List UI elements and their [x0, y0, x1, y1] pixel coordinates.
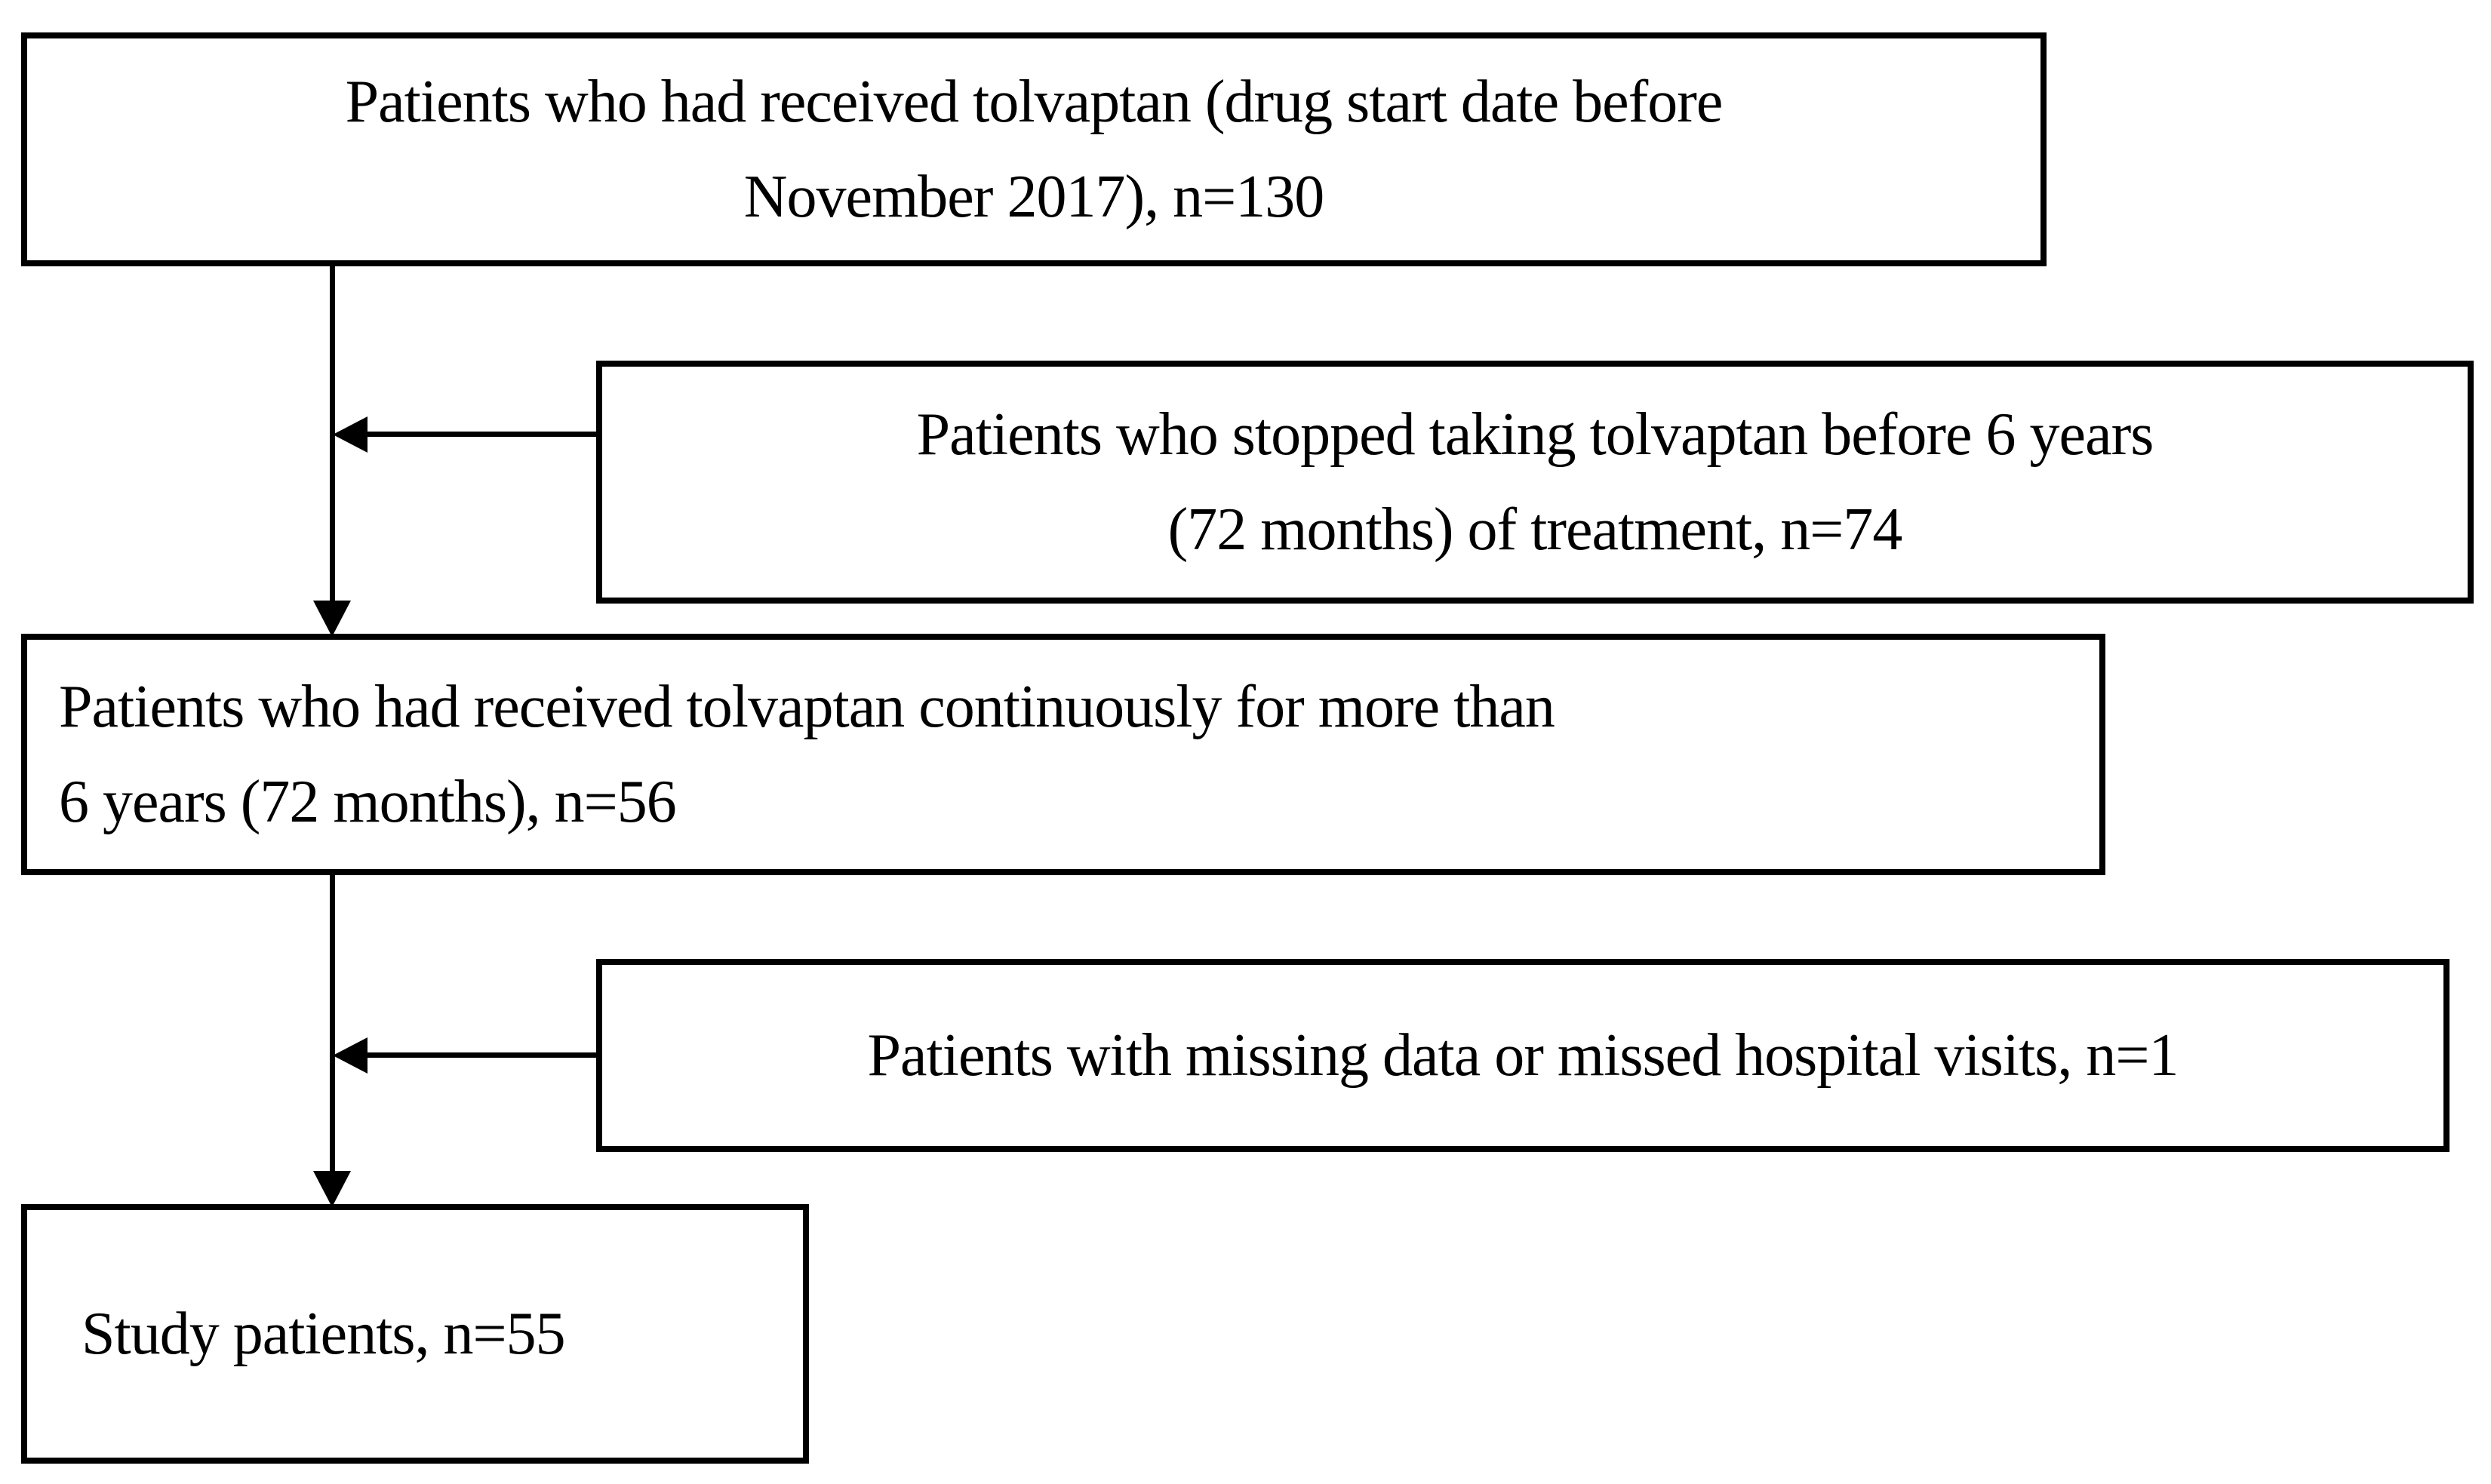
arrowhead-left-1-icon: [333, 416, 367, 453]
arrowhead-left-2-icon: [333, 1037, 367, 1074]
box-text-line: Patients who had received tolvaptan cont…: [59, 674, 1555, 740]
flow-box-received-tolvaptan: Patients who had received tolvaptan (dru…: [21, 32, 2047, 266]
flow-box-continuous-tolvaptan: Patients who had received tolvaptan cont…: [21, 634, 2105, 875]
connector-horizontal-line-2: [351, 1052, 596, 1058]
connector-vertical-line-2: [330, 875, 335, 1172]
box-text-line: 6 years (72 months), n=56: [59, 769, 677, 835]
connector-vertical-line-1: [330, 266, 335, 604]
box-text-line: (72 months) of treatment, n=74: [1167, 496, 1903, 563]
box-text-line: Patients who stopped taking tolvaptan be…: [916, 401, 2154, 468]
flow-box-study-patients: Study patients, n=55: [21, 1204, 809, 1464]
box-text-line: Study patients, n=55: [81, 1301, 566, 1367]
box-text-line: Patients with missing data or missed hos…: [867, 1022, 2179, 1089]
box-text-line: Patients who had received tolvaptan (dru…: [345, 69, 1724, 135]
arrowhead-down-2-icon: [313, 1171, 351, 1207]
flow-box-stopped-tolvaptan: Patients who stopped taking tolvaptan be…: [596, 361, 2474, 604]
box-text-line: November 2017), n=130: [743, 164, 1324, 230]
connector-horizontal-line-1: [351, 432, 596, 437]
arrowhead-down-1-icon: [313, 601, 351, 637]
flow-box-missing-data: Patients with missing data or missed hos…: [596, 959, 2449, 1152]
